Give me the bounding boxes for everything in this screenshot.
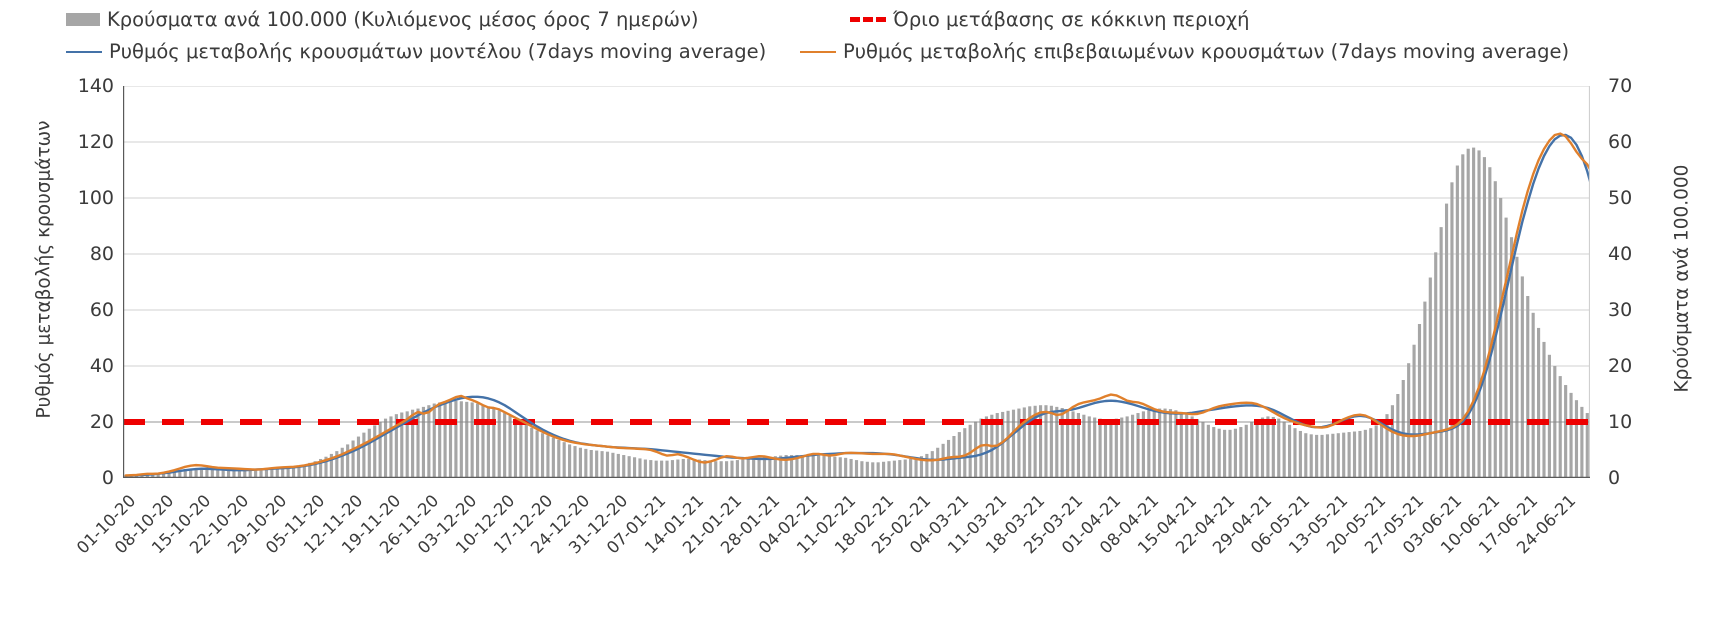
line-series-confirmed-rate [124, 132, 1590, 477]
y-axis-left-tick-label: 20 [89, 411, 114, 433]
y-axis-right-tick-label: 70 [1608, 75, 1633, 97]
y-axis-right-tick-label: 10 [1608, 411, 1633, 433]
plot-area [123, 86, 1590, 478]
y-axis-right-tick-label: 20 [1608, 355, 1633, 377]
legend-label-confirmed-rate: Ρυθμός μεταβολής επιβεβαιωμένων κρουσμάτ… [843, 40, 1570, 63]
y-axis-left-tick-label: 80 [89, 243, 114, 265]
legend-item-model-rate[interactable]: Ρυθμός μεταβολής κρουσμάτων μοντέλου (7d… [66, 42, 766, 62]
line-series-model-rate [124, 133, 1590, 477]
y-axis-left-tick-label: 40 [89, 355, 114, 377]
chart-legend: Κρούσματα ανά 100.000 (Κυλιόμενος μέσος … [0, 0, 1712, 72]
gridlines [123, 86, 1590, 478]
y-axis-left-tick-label: 120 [77, 131, 114, 153]
y-axis-right-tick-label: 50 [1608, 187, 1633, 209]
y-axis-right-tick-label: 30 [1608, 299, 1633, 321]
legend-item-cases-per-100k[interactable]: Κρούσματα ανά 100.000 (Κυλιόμενος μέσος … [66, 10, 698, 30]
y-axis-left-tick-label: 0 [101, 467, 114, 489]
legend-label-model-rate: Ρυθμός μεταβολής κρουσμάτων μοντέλου (7d… [109, 40, 767, 63]
legend-item-threshold[interactable]: Όριο μετάβασης σε κόκκινη περιοχή [850, 10, 1250, 30]
legend-label-cases-per-100k: Κρούσματα ανά 100.000 (Κυλιόμενος μέσος … [107, 8, 699, 31]
y-axis-left-tick-label: 140 [77, 75, 114, 97]
y-axis-left-title: Ρυθμός μεταβολής κρουσμάτων [33, 120, 55, 419]
y-axis-right-tick-label: 60 [1608, 131, 1633, 153]
y-axis-right-tick-label: 40 [1608, 243, 1633, 265]
plot-frame [123, 86, 1590, 478]
blue-line-swatch-icon [66, 50, 102, 53]
plot-svg [123, 86, 1590, 478]
orange-line-swatch-icon [800, 50, 836, 53]
y-axis-right-tick-label: 0 [1608, 467, 1621, 489]
y-axis-left-tick-label: 60 [89, 299, 114, 321]
dashed-line-swatch-icon [850, 17, 886, 23]
legend-item-confirmed-rate[interactable]: Ρυθμός μεταβολής επιβεβαιωμένων κρουσμάτ… [800, 42, 1569, 62]
bar-swatch-icon [66, 13, 100, 27]
bar-series-cases [124, 147, 1589, 478]
y-axis-right-title: Κρούσματα ανά 100.000 [1671, 164, 1693, 393]
legend-label-threshold: Όριο μετάβασης σε κόκκινη περιοχή [893, 8, 1250, 31]
y-axis-left-tick-label: 100 [77, 187, 114, 209]
